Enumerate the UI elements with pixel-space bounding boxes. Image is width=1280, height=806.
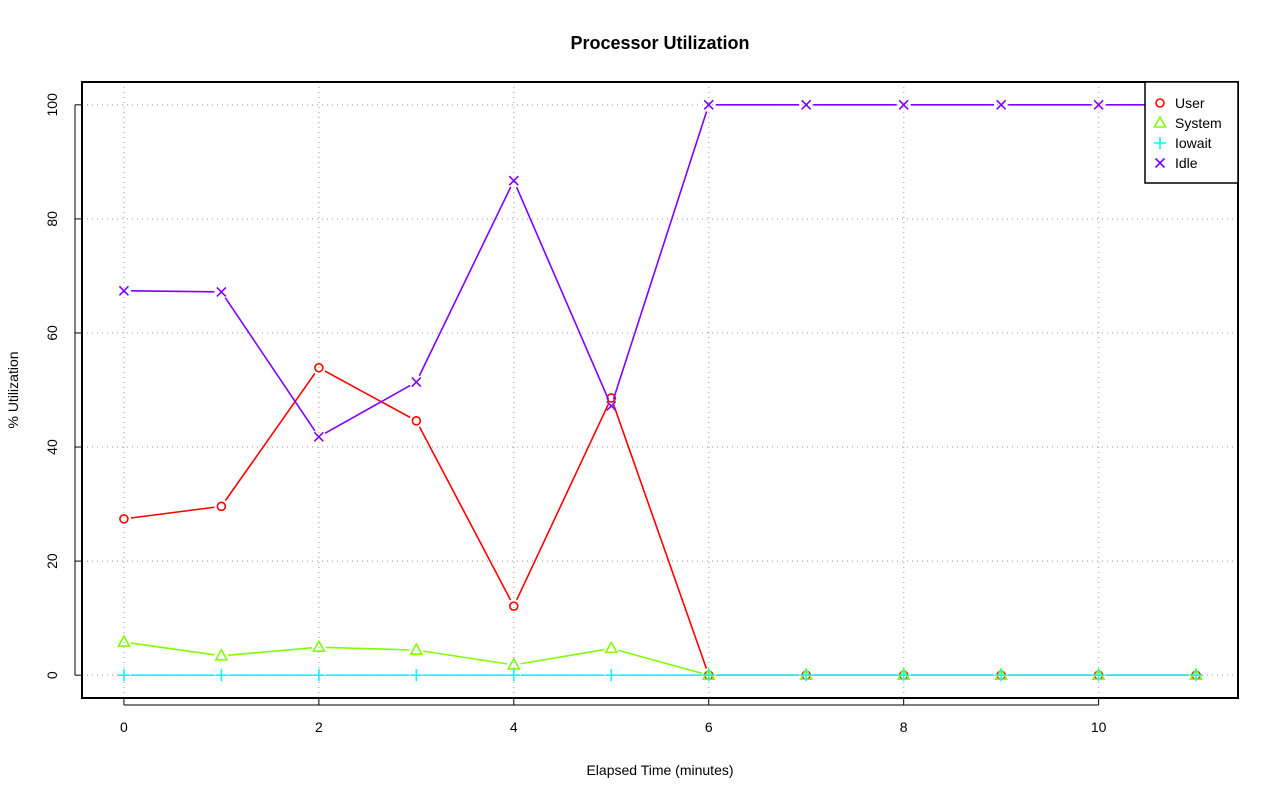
legend-system-label: System	[1175, 115, 1222, 131]
y-tick-label: 60	[44, 325, 60, 341]
data-point	[508, 175, 519, 186]
data-point	[995, 669, 1008, 682]
series-line-segment	[617, 649, 703, 675]
data-point	[702, 669, 715, 682]
data-point	[312, 669, 325, 682]
data-point	[897, 669, 910, 682]
y-tick-label: 100	[44, 93, 60, 117]
series-line-segment	[224, 373, 316, 502]
data-point	[800, 669, 813, 682]
data-point	[604, 640, 619, 654]
x-axis-label: Elapsed Time (minutes)	[586, 762, 733, 778]
data-point	[1092, 669, 1105, 682]
data-point	[313, 431, 324, 442]
data-point	[1093, 99, 1104, 110]
y-tick-label: 40	[44, 439, 60, 455]
chart-title: Processor Utilization	[570, 33, 749, 53]
data-point	[119, 514, 129, 524]
legend-user-label: User	[1175, 95, 1205, 111]
series-user	[119, 362, 1201, 680]
data-point	[508, 601, 519, 611]
data-point	[506, 657, 521, 670]
data-point	[118, 285, 129, 296]
series-line-segment	[418, 186, 512, 377]
y-axis-label: % Utilization	[5, 351, 21, 428]
series-line-segment	[224, 297, 316, 432]
data-point	[216, 501, 227, 512]
y-tick-label: 20	[44, 553, 60, 569]
data-point	[117, 634, 131, 647]
data-point	[898, 99, 909, 110]
series-line-segment	[228, 647, 312, 656]
series-iowait	[117, 669, 1203, 682]
y-tick-label: 0	[44, 671, 60, 679]
series-system	[117, 634, 1203, 680]
series-idle	[118, 99, 1202, 442]
series-line-segment	[324, 370, 411, 419]
data-point	[409, 642, 424, 655]
legend: User System Iowait Idle	[1144, 81, 1239, 184]
x-tick-label: 6	[705, 719, 713, 735]
data-point	[216, 286, 227, 297]
series-line-segment	[130, 290, 215, 293]
series-line-segment	[516, 403, 610, 601]
legend-idle-marker	[1154, 157, 1166, 169]
series-line-segment	[418, 426, 512, 601]
data-point	[1190, 669, 1203, 682]
data-point	[507, 669, 520, 682]
y-tick-label: 80	[44, 211, 60, 227]
legend-idle-label: Idle	[1175, 155, 1198, 171]
series-layer	[117, 99, 1203, 682]
data-point	[214, 648, 229, 661]
data-point	[801, 99, 812, 110]
data-point	[605, 669, 618, 682]
data-point	[411, 415, 422, 426]
series-line-segment	[324, 384, 411, 435]
series-line-segment	[515, 186, 610, 400]
data-point	[117, 669, 130, 682]
grid-lines	[82, 82, 1238, 698]
series-line-segment	[612, 404, 708, 669]
data-point	[606, 400, 617, 412]
data-point	[411, 376, 422, 388]
x-tick-label: 10	[1091, 719, 1107, 735]
x-tick-label: 0	[120, 719, 128, 735]
x-tick-label: 2	[315, 719, 323, 735]
series-line-segment	[130, 506, 215, 519]
data-point	[996, 99, 1007, 110]
x-tick-label: 8	[900, 719, 908, 735]
legend-iowait-marker	[1154, 137, 1166, 149]
series-line-segment	[520, 648, 605, 665]
legend-user-marker	[1155, 98, 1165, 108]
data-point	[410, 669, 423, 682]
legend-iowait-label: Iowait	[1175, 135, 1212, 151]
series-line-segment	[612, 111, 708, 400]
data-point	[703, 99, 714, 110]
data-point	[215, 669, 228, 682]
series-line-segment	[325, 646, 410, 651]
series-line-segment	[423, 650, 507, 665]
series-line-segment	[130, 642, 215, 656]
legend-system-marker	[1153, 115, 1167, 128]
x-tick-label: 4	[510, 719, 518, 735]
data-point	[312, 639, 326, 653]
plot-frame	[81, 81, 1239, 699]
data-point	[314, 362, 324, 373]
